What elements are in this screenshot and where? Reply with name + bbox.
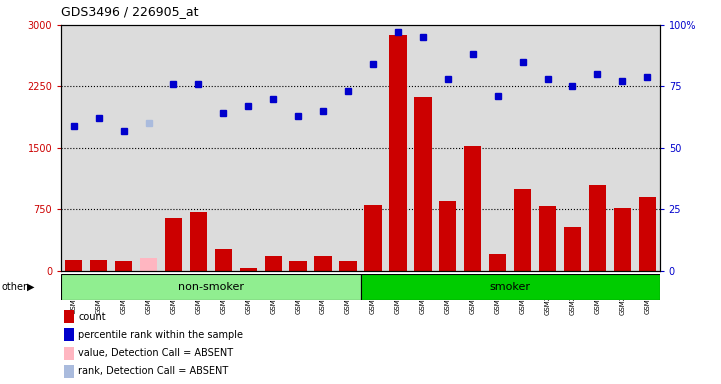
Bar bbox=[464, 146, 482, 271]
Bar bbox=[61, 274, 360, 300]
Bar bbox=[514, 189, 531, 271]
Bar bbox=[265, 257, 282, 271]
Text: other: other bbox=[1, 282, 27, 292]
Text: value, Detection Call = ABSENT: value, Detection Call = ABSENT bbox=[78, 348, 233, 358]
Bar bbox=[340, 261, 357, 271]
Bar bbox=[215, 250, 232, 271]
Bar bbox=[63, 310, 74, 323]
Bar bbox=[165, 218, 182, 271]
Bar bbox=[65, 260, 82, 271]
Bar bbox=[414, 97, 432, 271]
Text: rank, Detection Call = ABSENT: rank, Detection Call = ABSENT bbox=[78, 366, 229, 376]
Bar bbox=[389, 35, 407, 271]
Bar bbox=[289, 261, 307, 271]
Text: smoker: smoker bbox=[490, 282, 531, 292]
Bar bbox=[639, 197, 656, 271]
Bar bbox=[63, 347, 74, 360]
Bar bbox=[115, 261, 133, 271]
Bar bbox=[314, 257, 332, 271]
Bar bbox=[63, 365, 74, 378]
Text: ▶: ▶ bbox=[27, 282, 35, 292]
Bar bbox=[539, 206, 556, 271]
Bar bbox=[90, 260, 107, 271]
Bar bbox=[489, 253, 506, 271]
Text: non-smoker: non-smoker bbox=[178, 282, 244, 292]
Bar bbox=[588, 185, 606, 271]
Text: GDS3496 / 226905_at: GDS3496 / 226905_at bbox=[61, 5, 199, 18]
Bar bbox=[239, 268, 257, 271]
Bar bbox=[360, 274, 660, 300]
Bar bbox=[364, 205, 381, 271]
Text: percentile rank within the sample: percentile rank within the sample bbox=[78, 330, 243, 340]
Bar bbox=[190, 212, 207, 271]
Bar bbox=[140, 258, 157, 271]
Bar bbox=[614, 208, 631, 271]
Bar bbox=[63, 328, 74, 341]
Text: count: count bbox=[78, 312, 106, 322]
Bar bbox=[439, 201, 456, 271]
Bar bbox=[564, 227, 581, 271]
